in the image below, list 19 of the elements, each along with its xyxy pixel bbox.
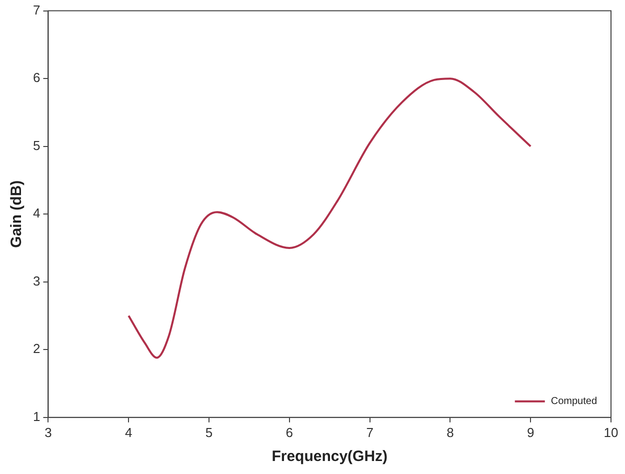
x-tick-label: 3 [44,424,52,440]
y-tick-label: 7 [32,2,40,18]
x-tick-label: 4 [125,424,132,440]
x-tick-label: 7 [366,424,374,440]
y-tick-label: 1 [32,408,40,424]
y-tick-label: 2 [32,341,40,356]
x-tick-label: 8 [446,424,454,440]
x-tick-label: 5 [205,424,213,440]
y-tick-label: 5 [32,138,40,153]
line-series [128,78,532,359]
y-axis-title: Gain (dB) [8,180,26,248]
x-axis-title: Frequency(GHz) [272,448,388,466]
y-tick-label: 4 [32,206,40,221]
x-tick-label: 6 [286,424,294,440]
y-tick-label: 3 [32,273,40,288]
y-tick-label: 6 [32,70,40,86]
x-tick-label: 10 [604,424,618,440]
x-tick-label: 9 [526,424,534,440]
legend-label: Computed [550,396,598,408]
